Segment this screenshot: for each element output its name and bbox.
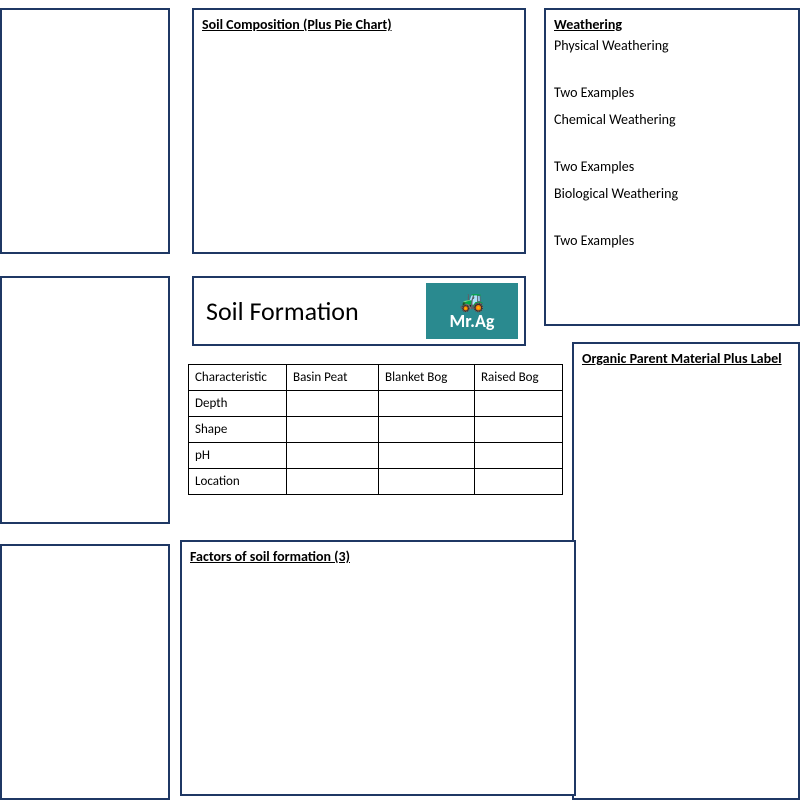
page-title: Soil Formation xyxy=(206,295,359,327)
table-cell xyxy=(379,443,475,469)
table-header: Blanket Bog xyxy=(379,365,475,391)
table-cell: Shape xyxy=(189,417,287,443)
table-cell xyxy=(379,391,475,417)
tractor-icon: 🚜 xyxy=(460,292,485,312)
table-header: Characteristic xyxy=(189,365,287,391)
soil-composition-heading: Soil Composition (Plus Pie Chart) xyxy=(194,10,524,35)
table-cell: pH xyxy=(189,443,287,469)
table-cell xyxy=(475,391,563,417)
table-cell xyxy=(475,469,563,495)
logo-brand-text: Mr.Ag xyxy=(450,312,495,330)
weathering-line: Physical Weathering xyxy=(546,35,798,56)
table-cell xyxy=(475,417,563,443)
table-cell xyxy=(287,417,379,443)
table-cell xyxy=(379,417,475,443)
table-row: Shape xyxy=(189,417,563,443)
factors-heading: Factors of soil formation (3) xyxy=(182,542,574,567)
table-row: Depth xyxy=(189,391,563,417)
weathering-line: Chemical Weathering xyxy=(546,109,798,130)
logo-mr-ag: 🚜 Mr.Ag xyxy=(426,283,518,339)
table-cell: Depth xyxy=(189,391,287,417)
weathering-heading: Weathering xyxy=(546,10,798,35)
panel-blank-bottom-left xyxy=(0,544,170,800)
organic-parent-heading: Organic Parent Material Plus Label xyxy=(574,344,798,369)
panel-blank-top-left xyxy=(0,8,170,254)
panel-blank-mid-left xyxy=(0,276,170,524)
weathering-line: Biological Weathering xyxy=(546,183,798,204)
table-header-row: Characteristic Basin Peat Blanket Bog Ra… xyxy=(189,365,563,391)
panel-organic-parent: Organic Parent Material Plus Label xyxy=(572,342,800,800)
table-cell xyxy=(287,391,379,417)
table-header: Raised Bog xyxy=(475,365,563,391)
weathering-line: Two Examples xyxy=(546,82,798,103)
panel-soil-composition: Soil Composition (Plus Pie Chart) xyxy=(192,8,526,254)
panel-weathering: Weathering Physical Weathering Two Examp… xyxy=(544,8,800,326)
peat-table: Characteristic Basin Peat Blanket Bog Ra… xyxy=(188,364,563,495)
table-cell xyxy=(379,469,475,495)
weathering-line: Two Examples xyxy=(546,156,798,177)
title-panel: Soil Formation 🚜 Mr.Ag xyxy=(192,276,526,346)
table-row: Location xyxy=(189,469,563,495)
table-header: Basin Peat xyxy=(287,365,379,391)
weathering-line: Two Examples xyxy=(546,230,798,251)
table-cell xyxy=(287,469,379,495)
table-cell xyxy=(287,443,379,469)
table-row: pH xyxy=(189,443,563,469)
table-cell xyxy=(475,443,563,469)
panel-factors: Factors of soil formation (3) xyxy=(180,540,576,796)
table-cell: Location xyxy=(189,469,287,495)
